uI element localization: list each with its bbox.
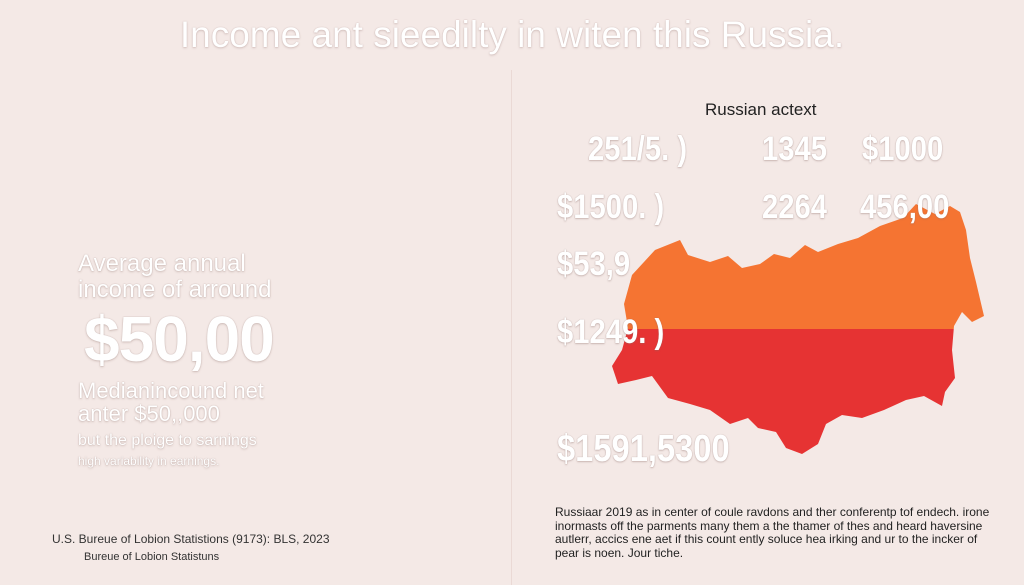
median-income-line1: Medianincound net <box>78 378 264 403</box>
median-income-line2: anter $50,,000 <box>78 401 220 426</box>
map-stat-9: $1591,5300 <box>557 428 730 470</box>
map-title: Russian actext <box>705 100 817 119</box>
page-title: Income ant sieedilty in witen this Russi… <box>179 14 845 55</box>
earnings-note-line1: but the ploige to sarnings <box>78 432 257 449</box>
average-income-label-line1: Average annual <box>78 250 246 277</box>
map-caption: Russiaar 2019 as in center of coule ravd… <box>555 505 990 560</box>
map-stat-6: 456,00 <box>860 188 950 226</box>
average-income-label-line2: income of arround <box>78 276 272 303</box>
average-income-value: $50,00 <box>84 303 275 375</box>
source-citation-secondary: Bureue of Lobion Statistuns <box>84 551 220 563</box>
source-citation: U.S. Bureue of Lobion Statistions (9173)… <box>52 532 330 546</box>
map-stat-7: $53,9 <box>557 245 631 283</box>
map-stat-4: $1500. ) <box>557 188 665 226</box>
map-stat-5: 2264 <box>762 188 828 226</box>
panel-divider <box>511 70 512 585</box>
map-stat-2: 1345 <box>762 130 828 168</box>
earnings-note-line2: high variability in earnings. <box>78 454 220 468</box>
map-stat-3: $1000 <box>862 130 944 168</box>
map-stat-1: 251/5. ) <box>588 130 688 168</box>
map-stat-8: $1249. ) <box>557 313 665 351</box>
